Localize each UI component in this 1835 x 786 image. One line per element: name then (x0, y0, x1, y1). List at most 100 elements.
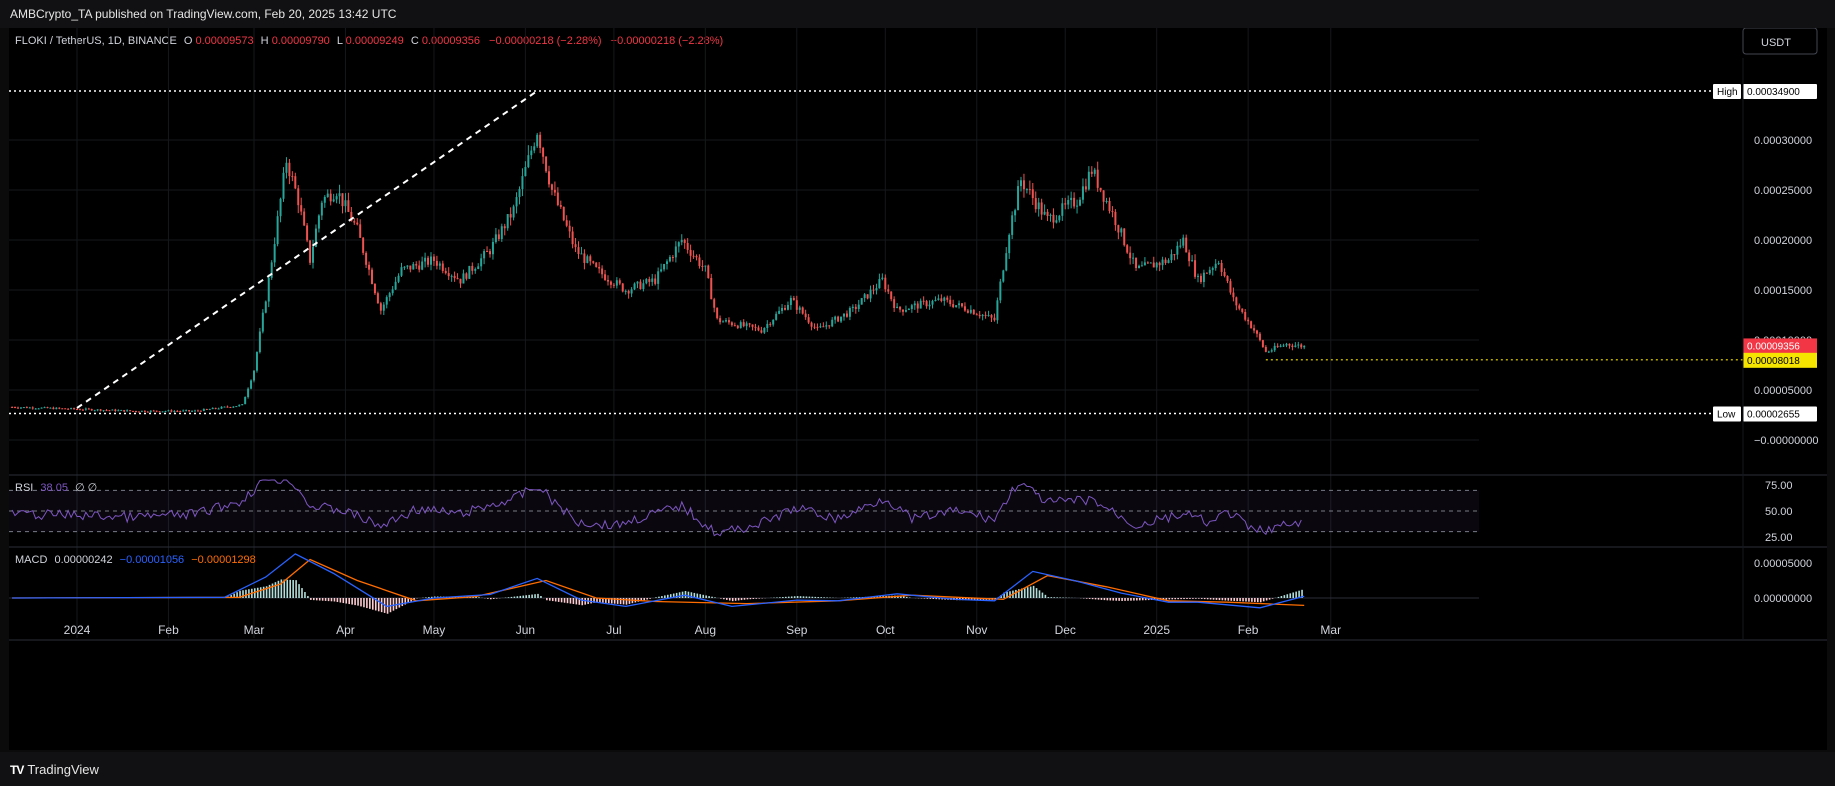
macd-hist-bar (664, 595, 666, 598)
currency-button[interactable]: USDT (1742, 27, 1818, 55)
candle-body (223, 406, 226, 408)
candle-body (775, 313, 778, 320)
macd-hist-bar (616, 598, 619, 604)
candle-body (1055, 220, 1058, 223)
macd-hist-bar (1174, 598, 1176, 600)
macd-hist-bar (1009, 591, 1011, 598)
macd-hist-bar (1248, 598, 1250, 602)
candle-body (205, 408, 208, 410)
candle-body (359, 224, 362, 238)
candle-body (1123, 228, 1126, 246)
candle-body (1102, 190, 1105, 202)
macd-hist-bar (681, 591, 684, 598)
candle-body (194, 410, 196, 412)
tradingview-brand[interactable]: TV TradingView (10, 762, 99, 777)
candle-body (745, 323, 748, 327)
candle-body (1076, 205, 1079, 207)
macd-hist-bar (254, 588, 256, 598)
macd-hist-bar (425, 597, 427, 598)
macd-hist-bar (336, 598, 339, 603)
candle-body (1279, 345, 1282, 347)
candle-body (70, 408, 73, 410)
macd-hist-bar (1127, 598, 1129, 601)
candle-body (1084, 186, 1087, 190)
macd-hist-bar (454, 596, 457, 598)
macd-hist-bar (1056, 597, 1058, 598)
candle-body (1232, 292, 1235, 298)
candle-body (421, 261, 424, 270)
candle-body (1022, 180, 1025, 190)
macd-hist-bar (1200, 598, 1203, 599)
candle-body (1138, 265, 1140, 269)
candle-body (612, 284, 615, 286)
candle-body (480, 258, 483, 267)
candle-body (952, 304, 955, 307)
candle-body (376, 293, 379, 304)
macd-hist-bar (569, 598, 572, 604)
macd-hist-bar (649, 598, 651, 599)
macd-hist-bar (1133, 598, 1135, 601)
candle-body (273, 244, 276, 263)
candle-body (719, 318, 722, 323)
candle-body (710, 278, 713, 300)
candle-body (816, 326, 819, 328)
candle-body (217, 408, 220, 410)
chart-canvas[interactable]: FLOKI / TetherUS, 1D, BINANCE O 0.000095… (9, 27, 1827, 750)
candle-body (317, 215, 320, 229)
candle-body (329, 193, 332, 202)
macd-hist-bar (1295, 591, 1297, 598)
macd-hist-bar (369, 598, 371, 609)
candle-body (267, 277, 270, 302)
candle-body (182, 410, 185, 412)
macd-hist-bar (746, 598, 749, 600)
macd-hist-bar (699, 594, 702, 598)
x-tick-label: Feb (1238, 623, 1259, 637)
macd-hist-bar (1015, 589, 1017, 598)
macd-hist-bar (693, 592, 696, 598)
candle-body (462, 273, 465, 284)
macd-hist-bar (1130, 598, 1132, 601)
macd-hist-bar (1224, 598, 1227, 601)
x-tick-label: May (423, 623, 446, 637)
candle-body (167, 410, 170, 412)
legend-change-2: −0.00000218 (−2.28%) (611, 35, 724, 47)
candle-body (556, 192, 559, 205)
candle-body (739, 322, 742, 328)
macd-hist-bar (1044, 594, 1047, 598)
macd-hist-bar (245, 589, 247, 598)
macd-hist-bar (723, 598, 725, 600)
candle-body (288, 162, 291, 177)
rsi-tick-label: 25.00 (1765, 532, 1793, 544)
candle-body (1297, 344, 1300, 346)
candle-body (757, 327, 760, 331)
candle-body (1170, 254, 1173, 261)
candle-body (1223, 271, 1226, 276)
candle-body (784, 307, 786, 310)
macd-hist-bar (581, 598, 584, 606)
candle-body (1073, 197, 1076, 207)
candle-body (615, 280, 618, 286)
macd-hist-bar (1192, 598, 1194, 599)
macd-hist-bar (1035, 588, 1038, 598)
candle-body (680, 239, 683, 243)
candle-body (52, 407, 55, 410)
macd-hist-bar (1212, 598, 1215, 600)
candle-body (571, 231, 574, 245)
candle-body (978, 314, 981, 317)
candle-body (291, 176, 294, 178)
candle-body (607, 279, 609, 282)
candle-body (751, 324, 754, 327)
macd-hist-bar (964, 598, 967, 601)
legend-high: 0.00009790 (272, 35, 330, 47)
x-tick-label: Apr (336, 623, 355, 637)
candle-body (208, 409, 211, 411)
candle-body (155, 410, 158, 412)
macd-hist-bar (354, 598, 356, 606)
macd-hist-bar (321, 598, 324, 601)
macd-hist-bar (593, 598, 595, 603)
macd-hist-bar (1032, 585, 1035, 598)
high-value-bg (1743, 84, 1817, 99)
macd-hist-bar (811, 596, 814, 598)
macd-hist-bar (404, 598, 407, 605)
candle-body (474, 268, 477, 271)
